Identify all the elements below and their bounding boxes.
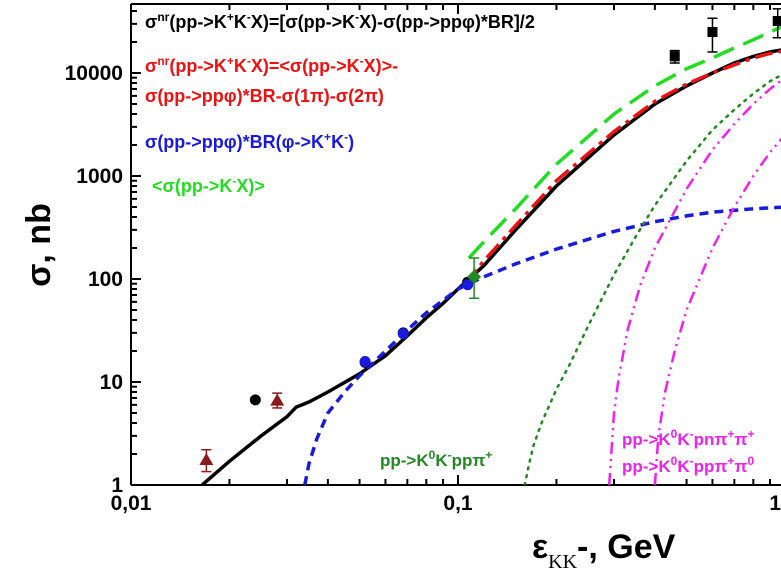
y-tick-label: 1000 — [76, 165, 123, 188]
annotation-magenta-line-1: pp->K0K-pnπ+π+ — [622, 427, 754, 449]
marker-circle — [462, 279, 474, 291]
curve-solid-0 — [200, 48, 781, 485]
curve-dashdot-2 — [463, 49, 781, 285]
x-tick-label: 0,1 — [443, 492, 473, 515]
x-axis-title: εKK-, GeV — [532, 528, 676, 573]
annotation-red-line-1: σnr(pp->K+K-X)=<σ(pp->K-X)>- — [145, 54, 398, 76]
marker-triangle — [270, 393, 285, 406]
curves — [200, 25, 781, 485]
annotations: σnr(pp->K+K-X)=[σ(pp->K-X)-σ(pp->ppφ)*BR… — [145, 10, 754, 476]
x-tick-label: 1 — [769, 492, 781, 515]
annotation-blue-line: σ(pp->ppφ)*BR(φ->K+K-) — [145, 130, 354, 152]
axes: 1 10 100 1000 10000 0,01 0,1 1 — [65, 3, 781, 515]
y-tick-label: 10000 — [65, 62, 123, 85]
marker-square — [669, 51, 680, 62]
marker-circle — [397, 328, 409, 340]
y-axis-title: σ, nb — [20, 203, 58, 287]
x-tick-label: 0,01 — [111, 492, 152, 515]
curve-dashdotdot-5 — [607, 79, 781, 485]
annotation-darkgreen-line: pp->K0K-ppπ+ — [380, 448, 492, 470]
annotation-green-line: <σ(pp->K-X)> — [152, 174, 265, 196]
marker-circle — [249, 394, 261, 406]
curve-dotted-4 — [523, 73, 781, 485]
annotation-magenta-line-2: pp->K0K-ppπ+π0 — [622, 454, 754, 476]
data-markers — [199, 8, 781, 473]
y-tick-label: 1 — [111, 474, 123, 497]
marker-square — [707, 27, 718, 38]
annotation-red-line-2: σ(pp->ppφ)*BR-σ(1π)-σ(2π) — [145, 86, 384, 106]
curve-dashed-1 — [303, 205, 781, 485]
marker-square — [772, 15, 781, 26]
marker-circle — [359, 356, 371, 368]
y-tick-label: 10 — [100, 371, 123, 394]
y-tick-label: 100 — [88, 268, 123, 291]
annotation-black-line: σnr(pp->K+K-X)=[σ(pp->K-X)-σ(pp->ppφ)*BR… — [145, 10, 535, 32]
curve-dashdotdot-6 — [653, 137, 781, 485]
marker-diamond — [467, 269, 482, 284]
marker-triangle — [199, 452, 214, 465]
curve-longdash-3 — [467, 25, 781, 260]
